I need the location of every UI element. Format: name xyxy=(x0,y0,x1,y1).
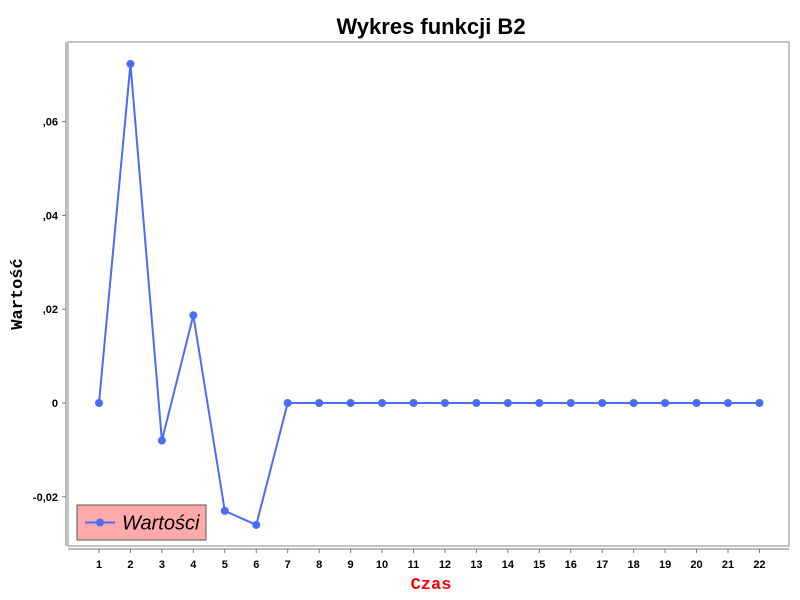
data-point xyxy=(440,399,449,407)
y-axis-label: Wartość xyxy=(9,258,28,329)
data-point xyxy=(95,399,103,407)
x-tick-label: 15 xyxy=(533,559,545,571)
x-tick-label: 18 xyxy=(628,559,640,571)
legend-marker xyxy=(96,518,104,527)
x-tick-label: 2 xyxy=(127,559,133,571)
axes: 1 2 3 4 5 6 7 8 9 10 11 12 13 14 15 16 17 18 19 20 21 22-0,02… xyxy=(33,41,790,571)
plot-area xyxy=(67,41,790,547)
data-point xyxy=(661,399,670,407)
data-point xyxy=(503,399,512,407)
data-point xyxy=(157,436,166,445)
x-tick-label: 11 xyxy=(408,559,420,571)
data-point xyxy=(629,399,638,407)
x-tick-label: 12 xyxy=(439,559,451,571)
series-line xyxy=(98,62,760,526)
x-tick-label: 7 xyxy=(285,559,291,571)
data-point xyxy=(598,399,607,407)
chart-title: Wykres funkcji B2 xyxy=(336,14,526,39)
y-tick-label: ,02 xyxy=(43,304,58,316)
data-point xyxy=(755,399,764,407)
x-axis-label: Czas xyxy=(411,576,452,595)
data-point xyxy=(126,59,135,68)
data-point xyxy=(220,506,229,515)
data-point xyxy=(346,399,355,407)
data-point xyxy=(409,399,418,407)
x-tick-label: 16 xyxy=(565,559,577,571)
x-tick-label: 10 xyxy=(376,559,388,571)
legend-label: Wartości xyxy=(122,513,200,535)
x-tick-label: 21 xyxy=(722,559,734,571)
x-tick-label: 6 xyxy=(253,559,259,571)
x-tick-label: 3 xyxy=(159,559,165,571)
data-point xyxy=(535,399,544,407)
y-tick-label: ,06 xyxy=(43,117,58,129)
data-point xyxy=(566,399,575,407)
data-point xyxy=(315,399,324,407)
x-tick-label: 14 xyxy=(502,559,515,571)
x-tick-label: 17 xyxy=(596,559,608,571)
y-tick-label: -0,02 xyxy=(33,492,58,504)
y-tick-label: ,04 xyxy=(43,210,59,222)
x-tick-label: 20 xyxy=(690,559,702,571)
x-tick-label: 1 xyxy=(96,559,102,571)
data-point xyxy=(252,520,261,529)
legend: Wartości xyxy=(76,504,207,541)
x-tick-label: 4 xyxy=(190,559,197,571)
data-point xyxy=(378,399,387,407)
data-point xyxy=(692,399,701,407)
x-tick-label: 9 xyxy=(348,559,354,571)
data-point xyxy=(283,399,292,407)
y-tick-label: 0 xyxy=(52,398,58,410)
x-tick-label: 22 xyxy=(753,559,765,571)
data-point xyxy=(472,399,481,407)
data-point xyxy=(724,399,732,407)
series-layer xyxy=(95,59,764,529)
x-tick-label: 13 xyxy=(470,559,482,571)
data-point xyxy=(189,311,198,320)
x-tick-label: 5 xyxy=(222,559,228,571)
x-tick-label: 19 xyxy=(659,559,671,571)
x-tick-label: 8 xyxy=(316,559,322,571)
